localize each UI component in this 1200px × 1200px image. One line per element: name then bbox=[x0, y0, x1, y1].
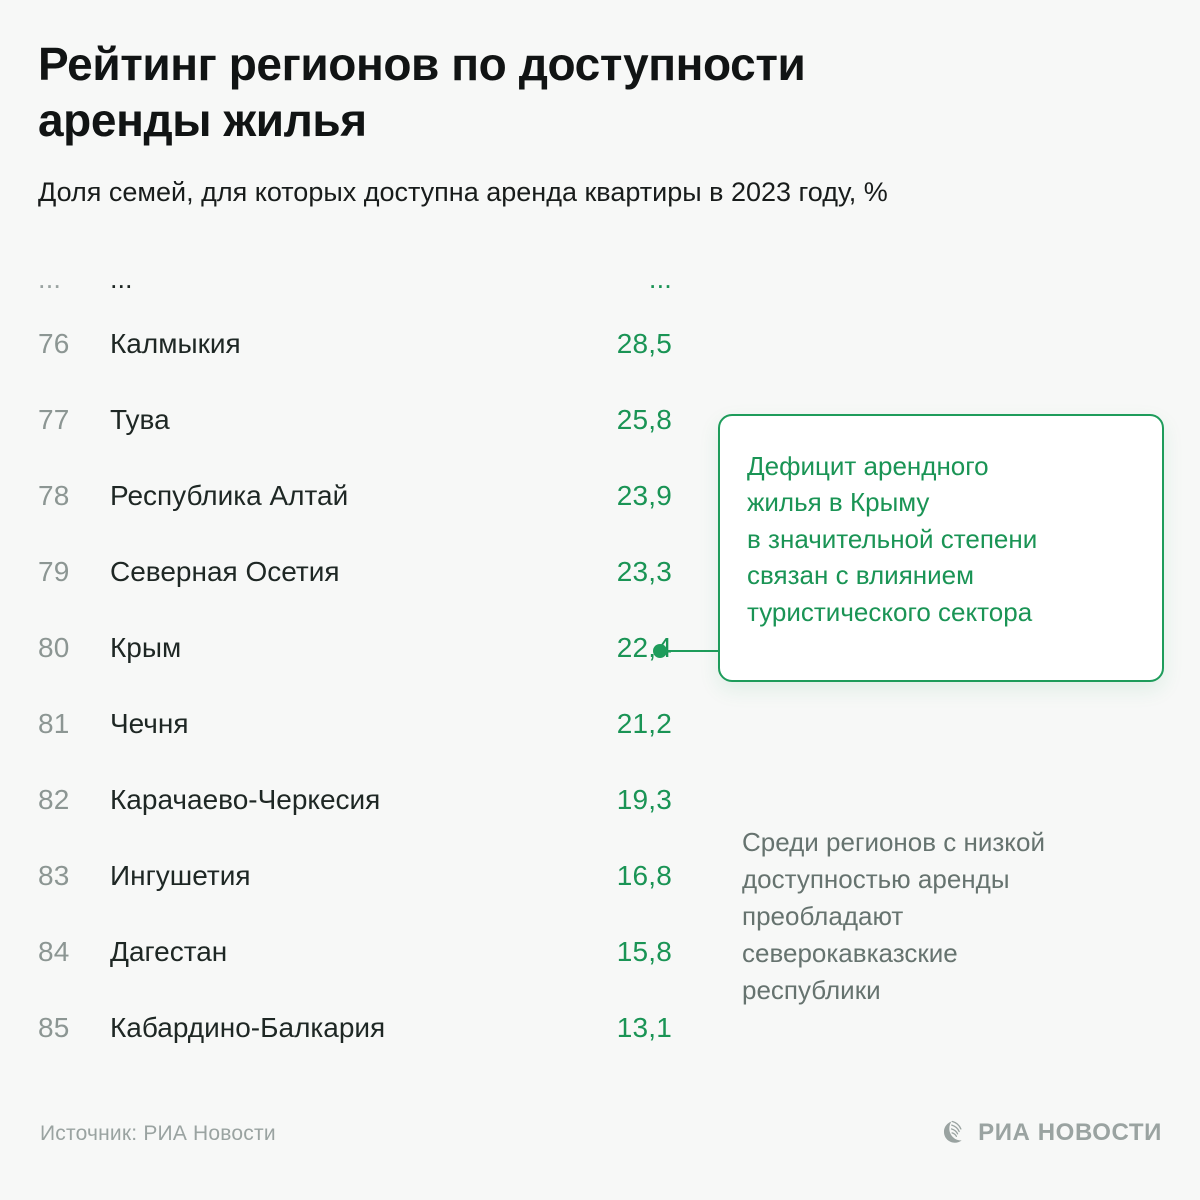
table-row: 84 Дагестан 15,8 bbox=[38, 914, 698, 990]
callout-box-crimea: Дефицит арендного жилья в Крыму в значит… bbox=[718, 414, 1164, 682]
row-region-name: Кабардино-Балкария bbox=[110, 1012, 386, 1043]
row-value: 19,3 bbox=[616, 784, 672, 815]
row-region-name: Ингушетия bbox=[110, 860, 251, 891]
row-region-name: Карачаево-Черкесия bbox=[110, 784, 381, 815]
row-rank: 80 bbox=[38, 632, 70, 663]
row-rank: 85 bbox=[38, 1012, 70, 1043]
table-row: 81 Чечня 21,2 bbox=[38, 686, 698, 762]
row-value: 25,8 bbox=[616, 404, 672, 435]
table-row-crimea: 80 Крым 22,4 bbox=[38, 610, 698, 686]
row-value: 16,8 bbox=[616, 860, 672, 891]
table-row: 76 Калмыкия 28,5 bbox=[38, 306, 698, 382]
row-rank: 77 bbox=[38, 404, 70, 435]
table-row: 85 Кабардино-Балкария 13,1 bbox=[38, 990, 698, 1066]
row-value: 21,2 bbox=[616, 708, 672, 739]
table-row: 78 Республика Алтай 23,9 bbox=[38, 458, 698, 534]
row-rank: 84 bbox=[38, 936, 70, 967]
row-value: 23,9 bbox=[616, 480, 672, 511]
row-rank: 81 bbox=[38, 708, 70, 739]
source-label: Источник: РИА Новости bbox=[40, 1122, 276, 1145]
callout-text: Дефицит арендного жилья в Крыму в значит… bbox=[747, 451, 1038, 627]
row-region-name: Северная Осетия bbox=[110, 556, 340, 587]
row-rank: 82 bbox=[38, 784, 70, 815]
row-region-name: Калмыкия bbox=[110, 328, 241, 359]
row-rank: 83 bbox=[38, 860, 70, 891]
table-row: 77 Тува 25,8 bbox=[38, 382, 698, 458]
table-row: 83 Ингушетия 16,8 bbox=[38, 838, 698, 914]
ranking-table: ... ... ... 76 Калмыкия 28,5 77 Тува 25,… bbox=[38, 252, 698, 1066]
row-region-name: Дагестан bbox=[110, 936, 228, 967]
row-region-name: Крым bbox=[110, 632, 182, 663]
row-rank: 79 bbox=[38, 556, 70, 587]
row-value: 28,5 bbox=[616, 328, 672, 359]
page-title: Рейтинг регионов по доступности аренды ж… bbox=[38, 38, 806, 147]
page-subtitle: Доля семей, для которых доступна аренда … bbox=[38, 177, 888, 207]
table-row: 79 Северная Осетия 23,3 bbox=[38, 534, 698, 610]
table-row-ellipsis: ... ... ... bbox=[38, 252, 698, 306]
side-note-text: Среди регионов с низкой доступностью аре… bbox=[742, 827, 1045, 1005]
ellipsis-value: ... bbox=[648, 263, 672, 294]
row-value: 23,3 bbox=[616, 556, 672, 587]
row-rank: 78 bbox=[38, 480, 70, 511]
ria-novosti-logo: РИА НОВОСТИ bbox=[939, 1118, 1162, 1148]
row-value: 15,8 bbox=[616, 936, 672, 967]
row-region-name: Чечня bbox=[110, 708, 189, 739]
table-row: 82 Карачаево-Черкесия 19,3 bbox=[38, 762, 698, 838]
ellipsis-name: ... bbox=[110, 263, 133, 294]
ellipsis-rank: ... bbox=[38, 263, 62, 294]
ria-globe-icon bbox=[944, 1120, 962, 1143]
row-value: 13,1 bbox=[616, 1012, 672, 1043]
row-region-name: Республика Алтай bbox=[110, 480, 349, 511]
callout-connector-line bbox=[660, 650, 720, 652]
ria-logo-text: РИА НОВОСТИ bbox=[978, 1119, 1162, 1146]
row-region-name: Тува bbox=[110, 404, 170, 435]
row-rank: 76 bbox=[38, 328, 70, 359]
